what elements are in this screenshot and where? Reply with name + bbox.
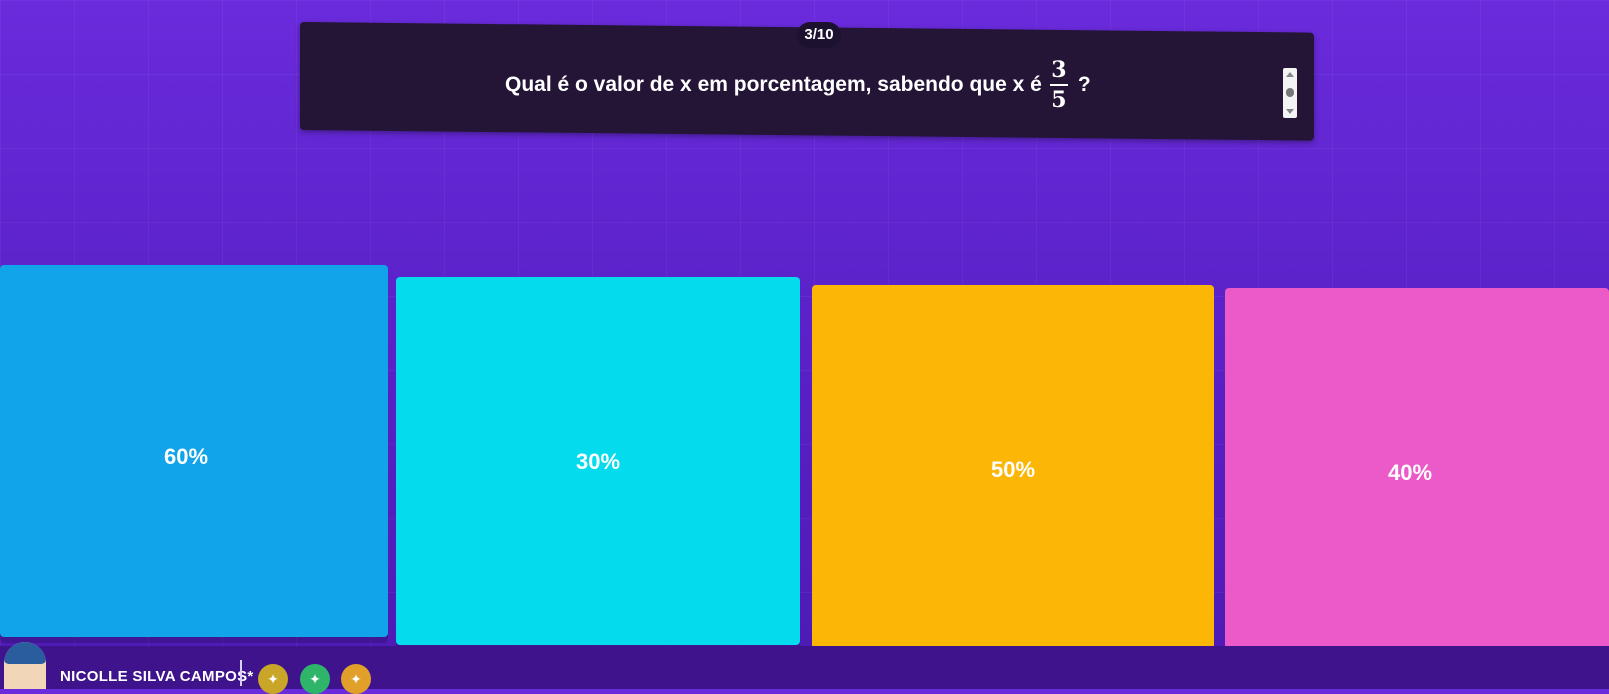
question-text: Qual é o valor de x em porcentagem, sabe… <box>505 58 1091 112</box>
scroll-down-icon[interactable] <box>1286 109 1294 114</box>
question-prefix: Qual é o valor de x em porcentagem, sabe… <box>505 73 1042 96</box>
footer-divider <box>240 660 242 686</box>
scroll-up-icon[interactable] <box>1286 72 1294 77</box>
scroll-thumb[interactable] <box>1286 88 1294 97</box>
fraction: 3 5 <box>1049 57 1068 113</box>
fraction-denominator: 5 <box>1051 87 1067 113</box>
answer-option-1[interactable]: 60% <box>0 265 388 637</box>
powerup-icon[interactable]: ✦ <box>341 664 371 694</box>
question-counter: 3/10 <box>797 22 841 48</box>
answer-label: 40% <box>1387 460 1433 485</box>
powerup-icon[interactable]: ✦ <box>258 664 288 694</box>
fraction-bar <box>1049 84 1068 86</box>
avatar <box>4 642 46 689</box>
avatar-hair <box>4 642 46 664</box>
question-scrollbar[interactable] <box>1283 68 1297 118</box>
answer-option-3[interactable]: 50% <box>812 285 1214 649</box>
answer-label: 50% <box>990 457 1036 482</box>
answer-option-2[interactable]: 30% <box>396 277 800 645</box>
answer-label: 30% <box>575 449 621 474</box>
answer-label: 60% <box>163 444 209 469</box>
powerup-icon[interactable]: ✦ <box>300 664 330 694</box>
username: NICOLLE SILVA CAMPOS* <box>60 668 254 685</box>
answer-option-4[interactable]: 40% <box>1225 288 1609 656</box>
question-suffix: ? <box>1077 73 1091 96</box>
fraction-numerator: 3 <box>1051 57 1067 83</box>
